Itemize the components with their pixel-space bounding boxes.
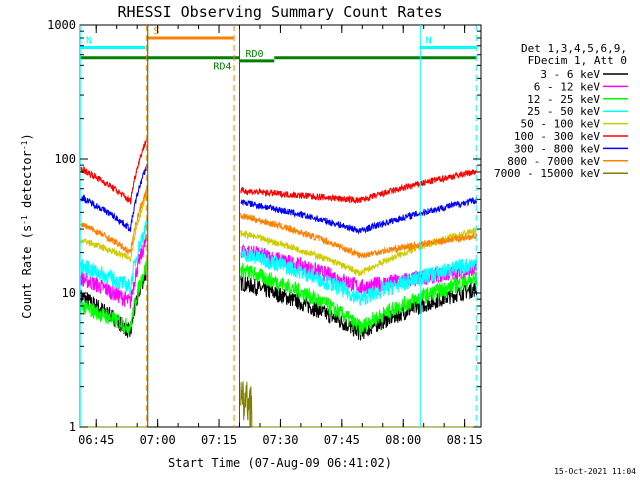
y-axis-label-sup2: -1 [20, 140, 29, 150]
series-line [240, 169, 478, 204]
y-tick-label: 100 [54, 152, 76, 166]
vline-layer [79, 25, 477, 427]
legend-label: 7000 - 15000 keV [494, 167, 600, 180]
series-layer [80, 138, 478, 428]
series-line [80, 194, 148, 262]
footer-timestamp: 15-Oct-2021 11:04 [554, 467, 636, 476]
series-line [240, 246, 478, 306]
flag-label: N [86, 35, 92, 46]
legend-label: 3 - 6 keV [540, 68, 600, 81]
x-tick-label: 06:45 [78, 433, 114, 447]
legend-label: 6 - 12 keV [534, 80, 601, 93]
flag-label: RD0 [245, 49, 263, 60]
legend-label: 300 - 800 keV [514, 142, 600, 155]
y-axis-label: Count Rate (s-1 detector-1) [20, 133, 34, 318]
series-line [80, 234, 148, 309]
series-line [80, 260, 148, 335]
y-axis-label-tail: detector [20, 150, 34, 215]
series-line [240, 275, 478, 341]
x-tick-label: 07:45 [324, 433, 360, 447]
series-line [80, 164, 148, 232]
flag-label: S [153, 26, 159, 37]
x-tick-label: 08:15 [447, 433, 483, 447]
x-tick-label: 07:30 [262, 433, 298, 447]
legend-label: 25 - 50 keV [527, 105, 600, 118]
series-line [80, 138, 147, 205]
legend-label: 800 - 7000 keV [507, 155, 600, 168]
axis-layer: 1 10 100 1000 06:45 07:00 07:15 07:30 07:45 08:00… [47, 18, 483, 447]
series-line [240, 381, 477, 428]
y-tick-label: 1 [69, 420, 76, 434]
flag-label: N [426, 35, 432, 46]
y-axis-label-close: ) [20, 133, 34, 140]
series-line [240, 212, 478, 259]
x-tick-label: 08:00 [385, 433, 421, 447]
y-tick-label: 1000 [47, 18, 76, 32]
legend-label: 12 - 25 keV [527, 93, 600, 106]
x-tick-label: 07:15 [201, 433, 237, 447]
y-axis-label-main: Count Rate (s [20, 225, 34, 319]
series-line [240, 196, 478, 235]
chart-title: RHESSI Observing Summary Count Rates [117, 3, 442, 21]
legend: Det 1,3,4,5,6,9, FDecim 1, Att 0 3 - 6 k… [494, 42, 628, 180]
legend-header-1: Det 1,3,4,5,6,9, [521, 42, 627, 55]
legend-label: 100 - 300 keV [514, 130, 600, 143]
flag-label: RD4 [213, 62, 231, 73]
series-line [80, 186, 148, 256]
series-line [240, 262, 478, 336]
svg-text:Count Rate (s-1 detector-1): Count Rate (s-1 detector-1) [20, 133, 34, 318]
flag-layer: S N N RD4 RD0 [80, 26, 477, 73]
y-axis-label-sup1: -1 [20, 215, 29, 225]
series-line [80, 218, 148, 295]
y-tick-label: 10 [62, 286, 76, 300]
x-axis-label: Start Time (07-Aug-09 06:41:02) [168, 456, 392, 470]
x-tick-label: 07:00 [140, 433, 176, 447]
legend-label: 50 - 100 keV [521, 118, 601, 131]
legend-header-2: FDecim 1, Att 0 [528, 54, 627, 67]
